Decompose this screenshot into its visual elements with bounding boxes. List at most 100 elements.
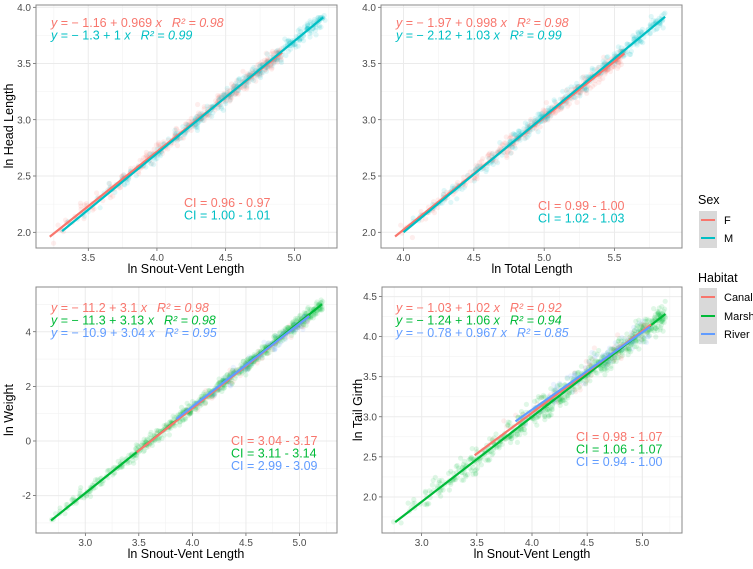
- scatter-point-marsh: [575, 369, 581, 375]
- scatter-point-marsh: [556, 397, 562, 403]
- legend-label-river: River: [724, 329, 750, 341]
- plot-area: [49, 297, 326, 523]
- scatter-point-marsh: [634, 338, 640, 344]
- scatter-point-river: [568, 373, 574, 379]
- scatter-point-marsh: [271, 334, 277, 340]
- y-tick-label: 3.5: [362, 59, 376, 70]
- scatter-point-m: [558, 105, 565, 111]
- scatter-point-m: [499, 152, 505, 158]
- scatter-point-river: [304, 318, 311, 325]
- panel1-xlabel: ln Snout-Vent Length: [128, 262, 245, 276]
- scatter-point-canal: [582, 365, 589, 371]
- legend-habitat: Habitat Canal Marsh River: [698, 271, 753, 344]
- scatter-point-m: [524, 134, 530, 140]
- scatter-point-marsh: [604, 362, 610, 368]
- scatter-point-marsh: [601, 366, 607, 372]
- scatter-point-m: [177, 135, 183, 141]
- scatter-point-marsh: [518, 427, 524, 433]
- scatter-point-marsh: [535, 394, 542, 400]
- scatter-point-marsh: [625, 352, 631, 358]
- scatter-point-marsh: [507, 435, 513, 441]
- scatter-point-canal: [230, 378, 236, 384]
- scatter-point-marsh: [657, 320, 663, 326]
- scatter-point-marsh: [149, 442, 155, 448]
- scatter-point-marsh: [275, 342, 281, 348]
- scatter-point-river: [630, 340, 637, 346]
- ci-label-river: CI = 0.94 - 1.00: [576, 455, 663, 469]
- scatter-point-river: [571, 372, 578, 378]
- scatter-point-f: [269, 65, 275, 71]
- scatter-point-canal: [227, 367, 233, 373]
- scatter-point-m: [638, 39, 644, 45]
- scatter-point-m: [278, 59, 285, 65]
- scatter-point-marsh: [619, 350, 625, 356]
- scatter-point-marsh: [558, 399, 564, 405]
- scatter-point-canal: [640, 323, 646, 329]
- x-tick-label: 5.0: [635, 538, 649, 549]
- scatter-point-marsh: [626, 346, 633, 352]
- scatter-point-marsh: [514, 432, 521, 438]
- scatter-point-f: [590, 83, 596, 89]
- scatter-point-f: [528, 116, 534, 123]
- scatter-point-marsh: [523, 401, 530, 407]
- scatter-point-f: [614, 65, 621, 71]
- scatter-point-m: [240, 75, 246, 81]
- scatter-point-f: [265, 55, 271, 61]
- scatter-point-f: [155, 142, 162, 148]
- scatter-point-marsh: [635, 336, 641, 342]
- scatter-point-f: [258, 71, 264, 77]
- scatter-point-river: [272, 347, 278, 353]
- scatter-point-marsh: [469, 455, 475, 461]
- scatter-point-m: [589, 67, 595, 73]
- scatter-point-marsh: [312, 311, 319, 318]
- scatter-point-m: [313, 24, 319, 30]
- scatter-point-marsh: [280, 328, 286, 334]
- scatter-point-canal: [305, 318, 311, 324]
- scatter-point-marsh: [140, 440, 146, 446]
- scatter-point-m: [106, 180, 112, 186]
- scatter-point-marsh: [636, 317, 642, 323]
- scatter-point-marsh: [247, 364, 253, 370]
- scatter-point-marsh: [293, 317, 299, 323]
- scatter-point-m: [194, 123, 200, 129]
- scatter-point-m: [535, 111, 541, 117]
- scatter-point-marsh: [562, 394, 568, 400]
- scatter-point-canal: [228, 380, 234, 386]
- scatter-point-m: [180, 124, 186, 130]
- scatter-point-marsh: [318, 297, 324, 303]
- scatter-point-m: [293, 44, 299, 50]
- scatter-point-marsh: [259, 345, 266, 351]
- scatter-point-marsh: [616, 355, 622, 361]
- scatter-point-f: [263, 50, 269, 56]
- scatter-point-f: [615, 59, 621, 65]
- scatter-point-marsh: [216, 376, 222, 382]
- scatter-point-f: [201, 106, 207, 112]
- scatter-point-marsh: [507, 419, 513, 426]
- scatter-point-marsh: [566, 390, 573, 396]
- scatter-point-m: [296, 38, 303, 44]
- scatter-point-marsh: [302, 311, 308, 317]
- scatter-point-canal: [642, 322, 648, 328]
- y-tick-label: 0: [25, 436, 31, 447]
- scatter-point-marsh: [314, 299, 320, 305]
- scatter-point-canal: [609, 346, 616, 352]
- scatter-point-marsh: [642, 339, 648, 345]
- scatter-point-f: [553, 99, 559, 105]
- scatter-point-marsh: [178, 404, 185, 410]
- ci-label-canal: CI = 3.04 - 3.17: [231, 434, 318, 448]
- scatter-point-marsh: [626, 348, 632, 354]
- scatter-point-marsh: [473, 446, 479, 452]
- scatter-point-f: [588, 71, 594, 77]
- legend-sex: Sex F M: [698, 193, 733, 248]
- x-tick-label: 5.5: [608, 253, 622, 264]
- scatter-point-m: [639, 26, 646, 32]
- scatter-point-marsh: [623, 347, 629, 353]
- scatter-point-f: [78, 203, 84, 209]
- scatter-point-f: [229, 81, 235, 87]
- scatter-point-f: [156, 140, 162, 146]
- scatter-point-marsh: [626, 346, 632, 353]
- y-tick-label: 2.0: [362, 228, 376, 239]
- scatter-point-marsh: [565, 395, 571, 401]
- panel3-ylabel: ln Weight: [2, 384, 16, 436]
- scatter-point-canal: [630, 330, 636, 336]
